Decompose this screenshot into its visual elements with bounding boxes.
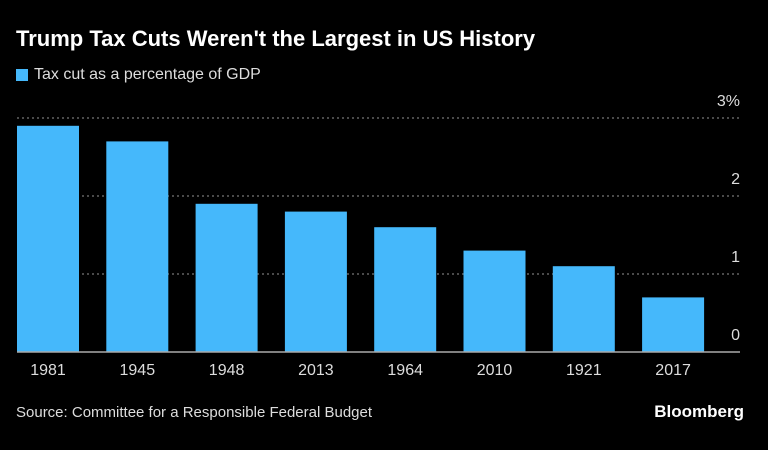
y-tick-label: 2 bbox=[731, 171, 740, 188]
x-tick-label: 1964 bbox=[387, 362, 423, 379]
x-tick-label: 1948 bbox=[209, 362, 245, 379]
bar-1948 bbox=[195, 203, 258, 352]
y-tick-label: 0 bbox=[731, 327, 740, 344]
legend: Tax cut as a percentage of GDP bbox=[16, 66, 261, 84]
y-tick-label: 3% bbox=[717, 93, 740, 110]
x-tick-label: 2013 bbox=[298, 362, 334, 379]
bar-2017 bbox=[642, 297, 705, 352]
x-tick-label: 2010 bbox=[477, 362, 513, 379]
bar-2010 bbox=[463, 250, 526, 352]
source-note: Source: Committee for a Responsible Fede… bbox=[16, 404, 373, 421]
bloomberg-logo: Bloomberg bbox=[654, 402, 744, 421]
legend-label: Tax cut as a percentage of GDP bbox=[34, 66, 261, 83]
x-tick-label: 1945 bbox=[120, 362, 156, 379]
legend-swatch bbox=[16, 69, 28, 81]
x-tick-label: 2017 bbox=[655, 362, 691, 379]
bar-1981 bbox=[17, 125, 79, 352]
bar-2013 bbox=[284, 211, 347, 352]
x-tick-label: 1921 bbox=[566, 362, 602, 379]
bar-1945 bbox=[106, 141, 169, 352]
x-tick-label: 1981 bbox=[30, 362, 66, 379]
bar-1964 bbox=[374, 227, 437, 352]
y-tick-label: 1 bbox=[731, 249, 740, 266]
bar-1921 bbox=[552, 266, 615, 352]
chart-title: Trump Tax Cuts Weren't the Largest in US… bbox=[16, 26, 536, 51]
